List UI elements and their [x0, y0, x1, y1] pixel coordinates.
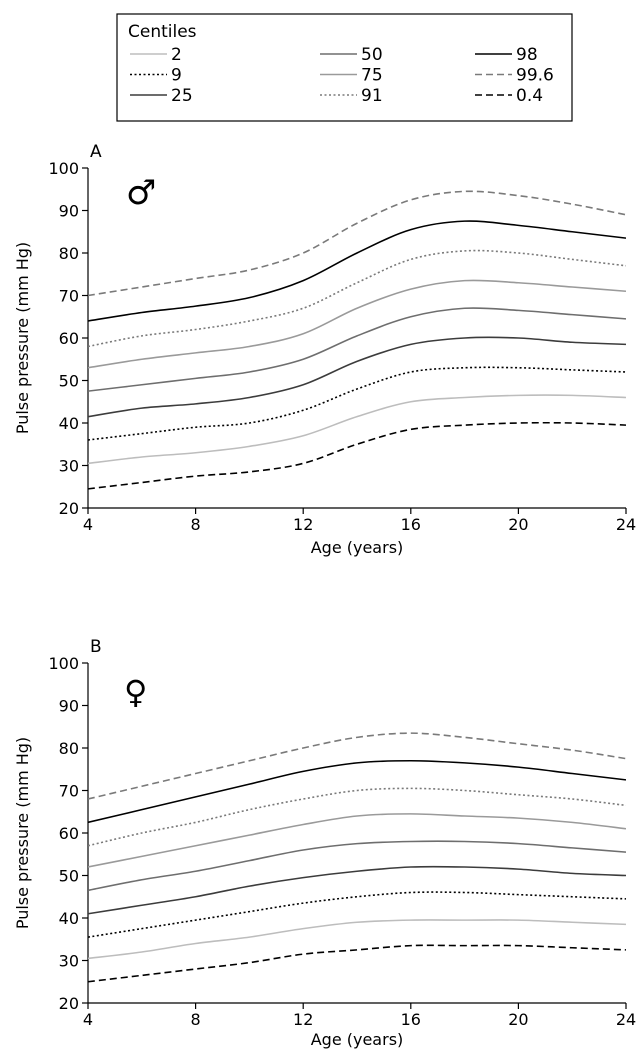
y-tick-label-a-50: 50 [59, 372, 79, 391]
y-tick-label-b-80: 80 [59, 739, 79, 758]
series-line-b-9 [88, 891, 626, 938]
x-tick-label-b-12: 12 [293, 1010, 313, 1029]
series-line-b-2 [88, 919, 626, 960]
y-tick-label-b-70: 70 [59, 782, 79, 801]
y-tick-label-a-80: 80 [59, 244, 79, 263]
series-line-a-75 [88, 279, 626, 369]
series-line-b-98 [88, 759, 626, 824]
legend-label-50: 50 [361, 45, 383, 65]
x-tick-label-b-24: 24 [616, 1010, 636, 1029]
series-b [88, 732, 626, 983]
x-tick-label-b-20: 20 [508, 1010, 528, 1029]
y-tick-label-b-20: 20 [59, 994, 79, 1013]
series-line-b-99-6 [88, 732, 626, 800]
legend-label-75: 75 [361, 66, 383, 86]
x-tick-label-a-8: 8 [191, 515, 201, 534]
legend-label-91: 91 [361, 86, 383, 106]
y-axis-label-a: Pulse pressure (mm Hg) [13, 242, 32, 434]
y-tick-label-b-60: 60 [59, 824, 79, 843]
x-tick-label-a-12: 12 [293, 515, 313, 534]
y-tick-label-b-50: 50 [59, 867, 79, 886]
series-line-b-50 [88, 840, 626, 892]
axes-a: 20 30 40 50 60 70 80 90 100 4 8 12 16 20 24 [48, 159, 636, 534]
legend-label-9: 9 [171, 66, 182, 86]
x-tick-label-a-16: 16 [401, 515, 421, 534]
legend-label-0-4: 0.4 [516, 86, 543, 106]
y-tick-label-a-30: 30 [59, 457, 79, 476]
series-line-a-91 [88, 249, 626, 348]
series-line-b-0-4 [88, 944, 626, 983]
axes-b: 20 30 40 50 60 70 80 90 100 4 8 12 16 20 24 [48, 654, 636, 1029]
x-tick-label-a-24: 24 [616, 515, 636, 534]
series-line-a-9 [88, 366, 626, 441]
series-line-b-75 [88, 813, 626, 868]
y-tick-label-a-20: 20 [59, 499, 79, 518]
y-tick-label-b-100: 100 [48, 654, 79, 673]
x-tick-label-a-4: 4 [83, 515, 93, 534]
x-tick-label-b-8: 8 [191, 1010, 201, 1029]
series-line-a-0-4 [88, 421, 626, 490]
legend-title: Centiles [128, 22, 197, 42]
male-symbol-icon: ♂ [126, 173, 156, 213]
y-axis-label-b: Pulse pressure (mm Hg) [13, 737, 32, 929]
series-line-a-99-6 [88, 190, 626, 297]
female-symbol-icon: ♀ [124, 673, 147, 711]
legend-box [116, 13, 573, 122]
x-axis-label-b: Age (years) [311, 1030, 404, 1049]
y-tick-label-a-70: 70 [59, 287, 79, 306]
y-tick-label-b-90: 90 [59, 697, 79, 716]
legend-label-25: 25 [171, 86, 193, 106]
y-tick-label-a-60: 60 [59, 329, 79, 348]
legend-label-98: 98 [516, 45, 538, 65]
x-tick-label-a-20: 20 [508, 515, 528, 534]
y-tick-label-b-40: 40 [59, 909, 79, 928]
series-line-a-50 [88, 307, 626, 392]
series-line-a-25 [88, 336, 626, 418]
y-tick-label-a-40: 40 [59, 414, 79, 433]
panel-label-b: B [90, 637, 102, 657]
y-tick-label-a-100: 100 [48, 159, 79, 178]
series-line-b-91 [88, 787, 626, 847]
series-line-a-98 [88, 220, 626, 322]
series-line-a-2 [88, 394, 626, 465]
panel-a-male: A ♂ Pulse pressure (mm Hg) Age (years) 2… [13, 142, 636, 557]
panel-label-a: A [90, 142, 102, 162]
x-tick-label-b-4: 4 [83, 1010, 93, 1029]
legend-label-2: 2 [171, 45, 182, 65]
legend-label-99-6: 99.6 [516, 66, 554, 86]
y-tick-label-b-30: 30 [59, 952, 79, 971]
x-axis-label-a: Age (years) [311, 538, 404, 557]
series-a [88, 190, 626, 490]
panel-b-female: B ♀ Pulse pressure (mm Hg) Age (years) 2… [13, 637, 636, 1049]
series-line-b-25 [88, 865, 626, 915]
x-tick-label-b-16: 16 [401, 1010, 421, 1029]
y-tick-label-a-90: 90 [59, 202, 79, 221]
